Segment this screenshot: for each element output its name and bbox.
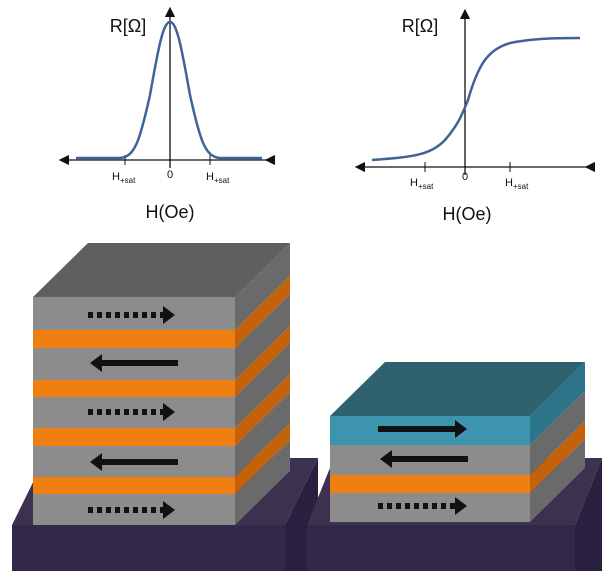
layer-front [330,493,530,522]
layer-front [33,380,235,397]
tick-sub: +sat [120,176,136,185]
origin-label: 0 [462,171,468,183]
tick-label: H+sat [410,177,434,191]
tick-main: H [410,177,418,189]
tick-label: H+sat [112,171,136,185]
substrate-front [12,525,285,571]
tick-sub: +sat [513,182,529,191]
y-label: R[Ω] [110,16,146,36]
y-label: R[Ω] [402,16,438,36]
x-label: H(Oe) [146,202,195,222]
figure: R[Ω] H(Oe) 0 H+sat H+sat R[Ω] H(Oe) 0 H+… [0,0,602,571]
resistance-curve [76,22,262,158]
resistance-curve [372,38,580,160]
tick-label: H+sat [505,177,529,191]
plot-sigmoid: R[Ω] H(Oe) 0 H+sat H+sat [360,14,590,224]
substrate-front [307,525,575,571]
layer-front [33,477,235,494]
layer-stacks [12,243,602,571]
tick-label: H+sat [206,171,230,185]
layer-front [330,475,530,493]
layer-front [33,330,235,348]
tick-main: H [112,171,120,183]
plot-peak: R[Ω] H(Oe) 0 H+sat H+sat [64,12,270,222]
tick-main: H [505,177,513,189]
tick-main: H [206,171,214,183]
tick-sub: +sat [214,176,230,185]
x-label: H(Oe) [443,204,492,224]
origin-label: 0 [167,169,173,181]
layer-front [33,428,235,446]
tick-sub: +sat [418,182,434,191]
